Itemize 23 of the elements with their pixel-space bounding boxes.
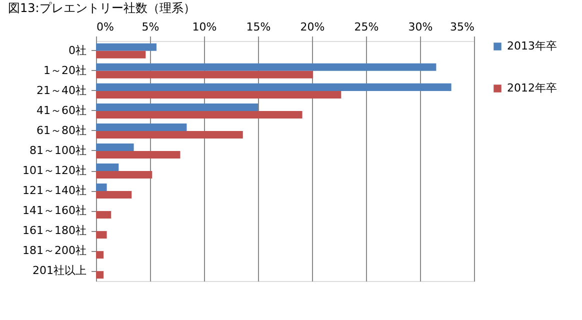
y-tick-label: 161～180社 bbox=[22, 224, 86, 238]
y-tick-label: 181～200社 bbox=[22, 244, 86, 258]
y-tick-label: 121～140社 bbox=[22, 184, 86, 198]
x-tick-label: 0% bbox=[96, 20, 114, 34]
y-tick-label: 81～100社 bbox=[30, 144, 86, 157]
legend-label: 2012年卒 bbox=[507, 82, 557, 94]
x-tick-label: 15% bbox=[246, 20, 271, 34]
x-tick-label: 20% bbox=[300, 20, 325, 34]
x-tick-label: 25% bbox=[354, 20, 379, 34]
y-tick-label: 41～60社 bbox=[36, 104, 86, 117]
x-tick-label: 30% bbox=[408, 20, 433, 34]
y-tick-label: 61～80社 bbox=[36, 124, 86, 137]
y-tick-label: 201社以上 bbox=[32, 264, 86, 278]
x-tick-label: 35% bbox=[450, 20, 474, 34]
chart-title: 図13:プレエントリー社数（理系） bbox=[8, 1, 196, 15]
y-tick-label: 1～20社 bbox=[44, 64, 86, 77]
y-tick-label: 101～120社 bbox=[22, 164, 86, 178]
x-tick-label: 5% bbox=[142, 20, 160, 34]
y-tick-label: 0社 bbox=[68, 44, 86, 57]
x-tick-label: 10% bbox=[192, 20, 217, 34]
y-tick-label: 21～40社 bbox=[36, 84, 86, 97]
y-tick-label: 141～160社 bbox=[22, 204, 86, 218]
legend-label: 2013年卒 bbox=[507, 40, 557, 52]
